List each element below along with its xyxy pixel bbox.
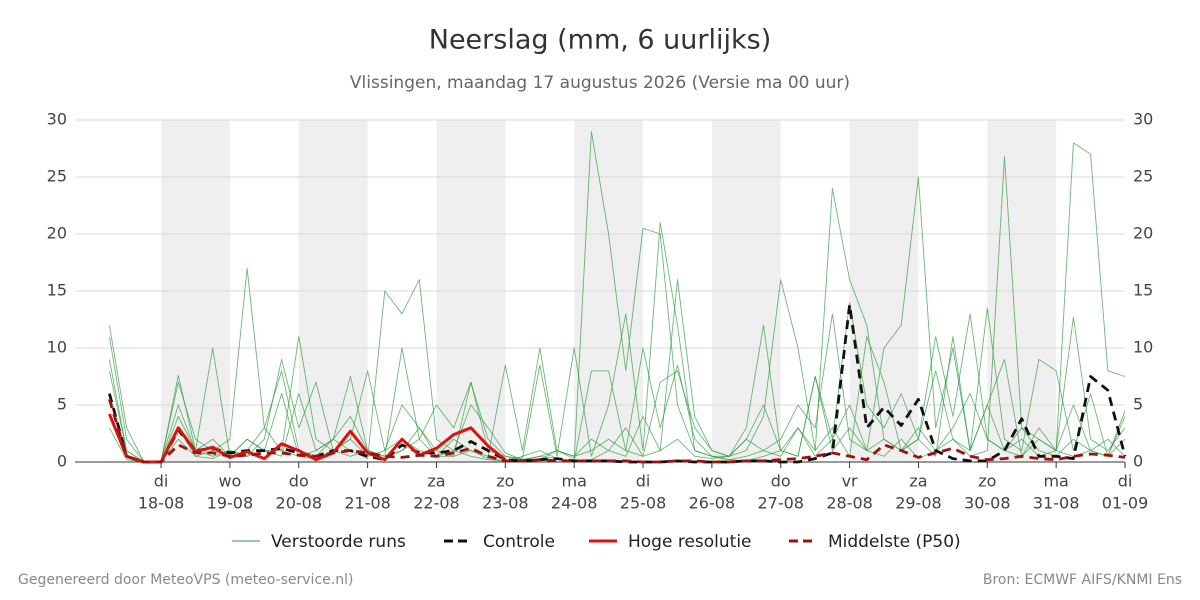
x-tick-label: 27-08 [757,494,804,513]
footer-left: Gegenereerd door MeteoVPS (meteo-service… [18,572,353,588]
x-tick-day: di [636,472,651,491]
y2-tick-label: 15 [1133,281,1153,300]
x-tick-day: ma [561,472,586,491]
y-tick-label: 5 [57,395,67,414]
x-tick-day: wo [218,472,241,491]
x-tick-day: ma [1043,472,1068,491]
series-line [108,413,507,464]
x-tick-day: zo [496,472,514,491]
y2-tick-label: 0 [1133,452,1143,471]
ensemble-line [109,279,1126,463]
x-tick-label: 20-08 [276,494,323,513]
ensemble-line [108,358,1126,463]
x-tick-day: do [289,472,309,491]
y-tick-label: 15 [47,281,67,300]
x-tick-label: 01-09 [1102,494,1149,513]
legend-label: Hoge resolutie [628,532,752,552]
x-tick-day: zo [978,472,996,491]
y2-tick-label: 30 [1133,110,1153,129]
y-tick-label: 20 [47,224,67,243]
y2-tick-label: 10 [1133,338,1153,357]
x-tick-day: za [909,472,927,491]
y-tick-label: 30 [47,110,67,129]
y2-tick-label: 5 [1133,395,1143,414]
footer-right: Bron: ECMWF AIFS/KNMI Ens [983,572,1182,588]
chart-subtitle: Vlissingen, maandag 17 augustus 2026 (Ve… [350,73,850,93]
series-line [108,303,1127,464]
x-tick-day: wo [700,472,723,491]
y2-tick-label: 20 [1133,224,1153,243]
y-tick-label: 25 [47,167,67,186]
x-tick-label: 29-08 [895,494,942,513]
ensemble-line [108,130,1126,463]
x-tick-day: za [427,472,445,491]
chart-title: Neerslag (mm, 6 uurlijks) [429,25,771,56]
y-tick-label: 10 [47,338,67,357]
x-tick-day: do [771,472,791,491]
x-tick-label: 23-08 [482,494,529,513]
x-tick-label: 30-08 [964,494,1011,513]
legend-label: Middelste (P50) [828,532,961,552]
x-tick-label: 22-08 [413,494,460,513]
x-tick-label: 26-08 [689,494,736,513]
x-tick-label: 21-08 [344,494,391,513]
x-tick-day: di [1118,472,1133,491]
y2-tick-label: 25 [1133,167,1153,186]
x-tick-label: 31-08 [1033,494,1080,513]
ensemble-line [108,301,1126,463]
x-tick-label: 18-08 [138,494,185,513]
legend-label: Verstoorde runs [271,532,406,552]
x-tick-day: di [154,472,169,491]
x-tick-day: vr [360,472,376,491]
x-tick-label: 24-08 [551,494,598,513]
x-tick-label: 28-08 [826,494,873,513]
x-tick-label: 19-08 [207,494,254,513]
y-tick-label: 0 [57,452,67,471]
ensemble-line [108,142,1126,463]
x-tick-day: vr [842,472,858,491]
x-tick-label: 25-08 [620,494,667,513]
legend-label: Controle [483,532,555,552]
